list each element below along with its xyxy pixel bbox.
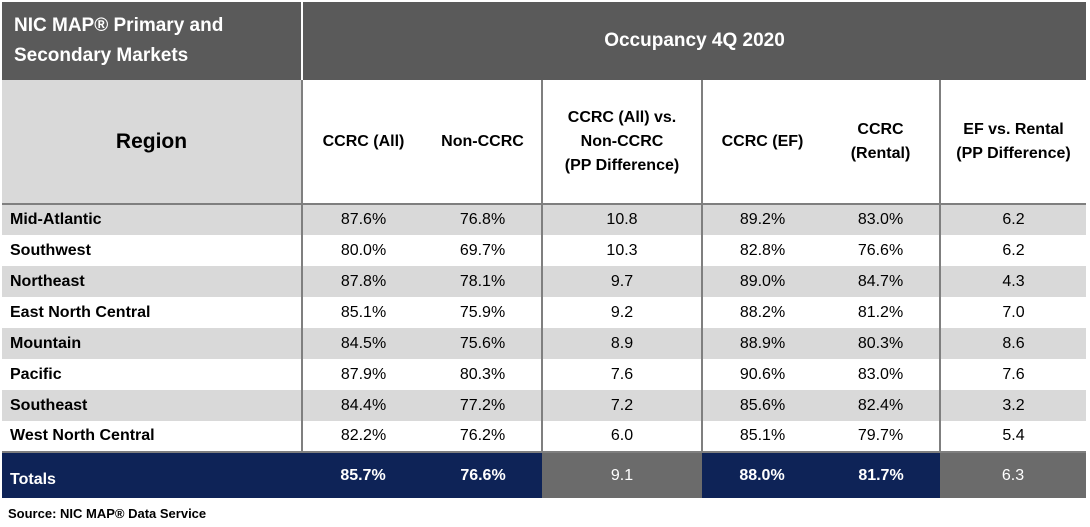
row-region: Southeast xyxy=(2,390,303,421)
row-region: West North Central xyxy=(2,421,303,452)
cell-ef-vs-rental: 7.6 xyxy=(940,359,1087,390)
totals-non-ccrc: 76.6% xyxy=(424,451,542,498)
cell-ccrc-all: 87.9% xyxy=(302,359,424,390)
occupancy-table: NIC MAP® Primary and Secondary Markets O… xyxy=(2,2,1087,498)
cell-non-ccrc: 80.3% xyxy=(424,359,543,390)
header-rental-line-1: CCRC xyxy=(857,120,904,138)
row-region: Southwest xyxy=(2,235,303,266)
cell-ccrc-ef: 85.6% xyxy=(702,390,822,421)
table-row: West North Central 82.2% 76.2% 6.0 85.1% 79.7… xyxy=(2,421,1087,452)
header-region: Region xyxy=(2,80,303,205)
header-ef-vs-rental: EF vs. Rental (PP Difference) xyxy=(940,80,1087,205)
header-ccrc-rental: CCRC (Rental) xyxy=(822,80,941,205)
cell-non-ccrc: 75.6% xyxy=(424,328,543,359)
header-ef-rental-line-1: EF vs. Rental xyxy=(963,120,1064,138)
cell-ccrc-rental: 76.6% xyxy=(822,235,941,266)
row-region: Mid-Atlantic xyxy=(2,204,303,235)
header-diff-line-1: CCRC (All) vs. xyxy=(567,108,677,126)
cell-ef-vs-rental: 4.3 xyxy=(940,266,1087,297)
row-region: Northeast xyxy=(2,266,303,297)
table-row: Mid-Atlantic 87.6% 76.8% 10.8 89.2% 83.0% 6.2 xyxy=(2,204,1087,235)
cell-ccrc-ef: 88.9% xyxy=(702,328,822,359)
cell-non-ccrc: 75.9% xyxy=(424,297,543,328)
cell-ccrc-all: 87.6% xyxy=(302,204,424,235)
cell-ccrc-ef: 85.1% xyxy=(702,421,822,452)
cell-pp-difference: 6.0 xyxy=(542,421,703,452)
table-row: Pacific 87.9% 80.3% 7.6 90.6% 83.0% 7.6 xyxy=(2,359,1087,390)
title-line-1: NIC MAP® Primary and xyxy=(14,15,224,36)
cell-ccrc-all: 87.8% xyxy=(302,266,424,297)
cell-ef-vs-rental: 7.0 xyxy=(940,297,1087,328)
totals-label: Totals xyxy=(2,451,302,498)
row-region: East North Central xyxy=(2,297,303,328)
cell-pp-difference: 8.9 xyxy=(542,328,703,359)
totals-ccrc-rental: 81.7% xyxy=(822,451,940,498)
cell-ccrc-rental: 83.0% xyxy=(822,359,941,390)
cell-pp-difference: 9.2 xyxy=(542,297,703,328)
cell-ccrc-all: 80.0% xyxy=(302,235,424,266)
totals-row: Totals 85.7% 76.6% 9.1 88.0% 81.7% 6.3 xyxy=(2,451,1087,498)
cell-non-ccrc: 76.8% xyxy=(424,204,543,235)
table-title-right: Occupancy 4Q 2020 xyxy=(300,2,1087,80)
cell-non-ccrc: 69.7% xyxy=(424,235,543,266)
cell-non-ccrc: 76.2% xyxy=(424,421,543,452)
header-rental-line-2: (Rental) xyxy=(850,144,911,162)
source-note: Source: NIC MAP® Data Service xyxy=(8,506,207,521)
cell-ccrc-rental: 81.2% xyxy=(822,297,941,328)
cell-ccrc-ef: 89.2% xyxy=(702,204,822,235)
table-row: Mountain 84.5% 75.6% 8.9 88.9% 80.3% 8.6 xyxy=(2,328,1087,359)
table-row: Northeast 87.8% 78.1% 9.7 89.0% 84.7% 4.3 xyxy=(2,266,1087,297)
cell-ccrc-rental: 82.4% xyxy=(822,390,941,421)
totals-ccrc-all: 85.7% xyxy=(302,451,424,498)
cell-ef-vs-rental: 8.6 xyxy=(940,328,1087,359)
header-diff-line-3: (PP Difference) xyxy=(564,156,680,174)
table-body: Mid-Atlantic 87.6% 76.8% 10.8 89.2% 83.0% 6.2 S… xyxy=(2,204,1087,452)
cell-ccrc-ef: 88.2% xyxy=(702,297,822,328)
cell-ccrc-ef: 82.8% xyxy=(702,235,822,266)
cell-non-ccrc: 77.2% xyxy=(424,390,543,421)
cell-pp-difference: 7.6 xyxy=(542,359,703,390)
row-region: Mountain xyxy=(2,328,303,359)
totals-pp-difference: 9.1 xyxy=(542,451,702,498)
row-region: Pacific xyxy=(2,359,303,390)
cell-ccrc-all: 82.2% xyxy=(302,421,424,452)
cell-ccrc-all: 85.1% xyxy=(302,297,424,328)
cell-ccrc-all: 84.4% xyxy=(302,390,424,421)
cell-ef-vs-rental: 5.4 xyxy=(940,421,1087,452)
cell-ef-vs-rental: 6.2 xyxy=(940,235,1087,266)
header-ccrc-all: CCRC (All) xyxy=(302,80,424,205)
cell-pp-difference: 7.2 xyxy=(542,390,703,421)
cell-ccrc-rental: 79.7% xyxy=(822,421,941,452)
table-row: Southwest 80.0% 69.7% 10.3 82.8% 76.6% 6.2 xyxy=(2,235,1087,266)
header-diff-line-2: Non-CCRC xyxy=(580,132,664,150)
cell-ccrc-rental: 84.7% xyxy=(822,266,941,297)
column-header-row: Region CCRC (All) Non-CCRC CCRC (All) vs… xyxy=(2,80,1087,205)
cell-pp-difference: 9.7 xyxy=(542,266,703,297)
cell-ccrc-all: 84.5% xyxy=(302,328,424,359)
cell-ccrc-rental: 83.0% xyxy=(822,204,941,235)
table-row: East North Central 85.1% 75.9% 9.2 88.2% 81.2… xyxy=(2,297,1087,328)
title-line-2: Secondary Markets xyxy=(14,45,189,66)
header-ccrc-ef: CCRC (EF) xyxy=(702,80,822,205)
cell-non-ccrc: 78.1% xyxy=(424,266,543,297)
cell-ccrc-ef: 90.6% xyxy=(702,359,822,390)
cell-ccrc-ef: 89.0% xyxy=(702,266,822,297)
totals-ccrc-ef: 88.0% xyxy=(702,451,822,498)
header-non-ccrc: Non-CCRC xyxy=(424,80,543,205)
cell-pp-difference: 10.3 xyxy=(542,235,703,266)
cell-pp-difference: 10.8 xyxy=(542,204,703,235)
cell-ef-vs-rental: 6.2 xyxy=(940,204,1087,235)
totals-ef-vs-rental: 6.3 xyxy=(940,451,1087,498)
header-ef-rental-line-2: (PP Difference) xyxy=(956,144,1071,162)
cell-ccrc-rental: 80.3% xyxy=(822,328,941,359)
table-row: Southeast 84.4% 77.2% 7.2 85.6% 82.4% 3.2 xyxy=(2,390,1087,421)
cell-ef-vs-rental: 3.2 xyxy=(940,390,1087,421)
table-title-left: NIC MAP® Primary and Secondary Markets xyxy=(2,2,302,80)
header-pp-difference: CCRC (All) vs. Non-CCRC (PP Difference) xyxy=(542,80,703,205)
